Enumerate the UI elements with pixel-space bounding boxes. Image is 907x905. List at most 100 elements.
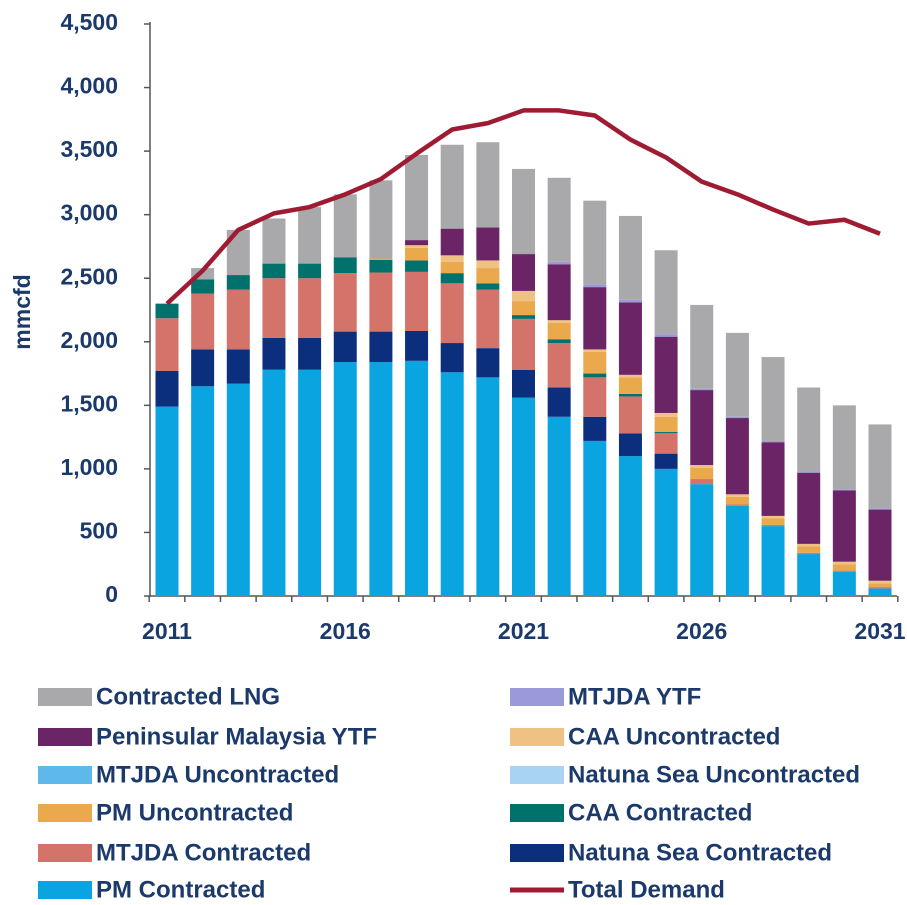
legend-swatch: [38, 804, 92, 822]
legend-label: PM Uncontracted: [96, 799, 293, 826]
bar-segment: [725, 416, 749, 419]
bar-segment: [226, 349, 250, 384]
bar-segment: [725, 494, 749, 497]
x-tick-label: 2031: [854, 618, 905, 644]
bar-segment: [298, 207, 322, 264]
bar-segment: [690, 467, 714, 480]
bar-segment: [654, 416, 678, 433]
bar-segment: [512, 254, 535, 291]
bar-segment: [868, 580, 892, 584]
legend-label: MTJDA Uncontracted: [96, 761, 339, 788]
bar-segment: [761, 526, 785, 596]
legend-label: Total Demand: [568, 876, 725, 903]
y-tick-label: 0: [105, 581, 118, 607]
bar-segment: [191, 349, 215, 387]
bar-segment: [690, 465, 714, 468]
bar-segment: [512, 168, 535, 255]
legend-swatch: [38, 766, 92, 784]
bar-segment: [476, 283, 500, 290]
bar-segment: [512, 397, 535, 596]
bar-segment: [191, 268, 215, 280]
bar-segment: [369, 331, 393, 363]
legend-swatch: [38, 881, 92, 899]
bar-segment: [512, 301, 535, 316]
legend-label: CAA Contracted: [568, 799, 752, 826]
bar-segment: [262, 218, 286, 264]
bar-segment: [797, 471, 821, 473]
bar-segment: [155, 318, 179, 372]
bar-segment: [690, 388, 714, 391]
bar-segment: [654, 412, 678, 417]
legend-label: MTJDA Contracted: [96, 839, 311, 866]
bar-segment: [725, 496, 749, 505]
bar-segment: [155, 371, 179, 407]
bar-segment: [797, 552, 821, 555]
bar-segment: [868, 583, 892, 588]
demand-line: [165, 108, 881, 306]
bar-segment: [618, 377, 642, 394]
bar-segment: [512, 315, 535, 319]
bar-segment: [440, 261, 464, 274]
bar-segment: [155, 406, 179, 596]
bar-segment: [476, 142, 500, 228]
bar-segment: [333, 257, 357, 274]
bar-segment: [583, 373, 607, 378]
bar-segment: [155, 303, 179, 319]
bar-segment: [832, 405, 856, 490]
bar-segment: [654, 468, 678, 596]
y-tick-label: 3,500: [60, 136, 118, 162]
bar-segment: [476, 268, 500, 284]
bar-segment: [547, 387, 571, 417]
bar-segment: [832, 561, 856, 565]
bar-segment: [333, 273, 357, 332]
bar-segment: [405, 245, 429, 248]
bar-segment: [440, 255, 464, 262]
bar-segment: [761, 518, 785, 525]
bar-segment: [654, 433, 678, 454]
legend-label: Peninsular Malaysia YTF: [96, 723, 377, 750]
y-tick-label: 4,000: [60, 73, 118, 99]
bar-segment: [868, 588, 892, 596]
bar-segment: [725, 505, 749, 596]
bar-segment: [440, 228, 464, 256]
bar-segment: [583, 349, 607, 352]
bar-segment: [369, 180, 393, 259]
bar-segment: [832, 490, 856, 562]
bar-segment: [618, 396, 642, 434]
bar-segment: [191, 293, 215, 350]
bar-segment: [654, 432, 678, 434]
bar-segment: [440, 144, 464, 229]
legend-swatch: [510, 688, 564, 706]
y-tick-label: 1,500: [60, 390, 118, 416]
legend-label: Contracted LNG: [96, 683, 280, 710]
bar-segment: [226, 229, 250, 276]
legend-swatch: [38, 688, 92, 706]
bar-segment: [654, 453, 678, 469]
bar-segment: [405, 260, 429, 272]
bar-segment: [868, 424, 892, 509]
bar-segment: [476, 377, 500, 596]
bar-segment: [725, 332, 749, 417]
bar-segment: [618, 374, 642, 378]
legend-swatch: [510, 728, 564, 746]
bar-segment: [512, 290, 535, 302]
bar-segment: [262, 337, 286, 370]
bar-segment: [476, 227, 500, 261]
bar-segment: [690, 304, 714, 389]
bar-segment: [405, 360, 429, 596]
legend-swatch: [38, 728, 92, 746]
y-tick-label: 1,000: [60, 454, 118, 480]
bar-segment: [512, 369, 535, 398]
bar-segment: [476, 260, 500, 269]
legend-label: Natuna Sea Contracted: [568, 839, 832, 866]
bar-segment: [654, 250, 678, 335]
bar-segment: [226, 289, 250, 350]
bar-segment: [262, 369, 286, 596]
bar-segment: [476, 348, 500, 378]
bar-segment: [333, 194, 357, 258]
x-tick-label: 2016: [320, 618, 371, 644]
bar-segment: [761, 515, 785, 519]
bar-segment: [583, 287, 607, 350]
bar-segment: [797, 543, 821, 547]
bar-segment: [797, 472, 821, 544]
